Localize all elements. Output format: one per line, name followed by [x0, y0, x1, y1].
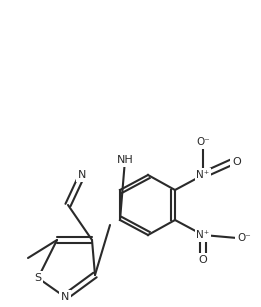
Text: O⁻: O⁻: [237, 233, 251, 243]
Text: N: N: [78, 170, 86, 180]
Text: N⁺: N⁺: [196, 230, 210, 240]
Text: O: O: [199, 255, 207, 265]
Text: NH: NH: [117, 155, 133, 165]
Text: S: S: [34, 273, 41, 283]
Text: N: N: [61, 292, 69, 302]
Text: N⁺: N⁺: [196, 170, 210, 180]
Text: O⁻: O⁻: [196, 137, 210, 147]
Text: O: O: [232, 157, 241, 167]
